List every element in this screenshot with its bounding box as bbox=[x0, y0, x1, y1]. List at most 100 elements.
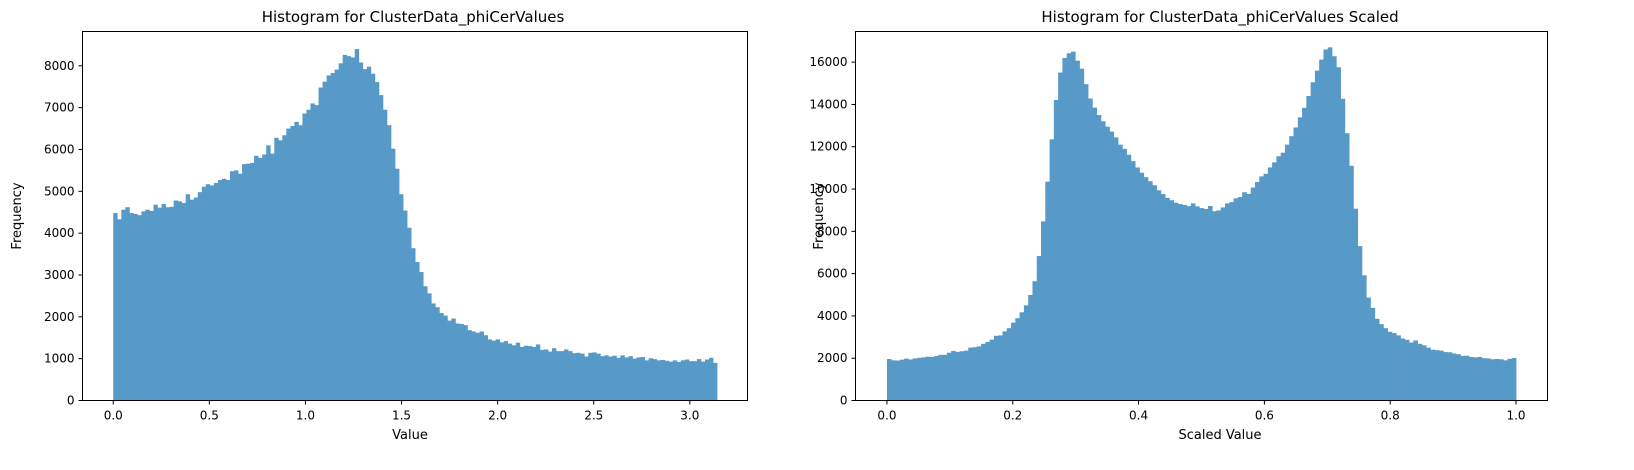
histogram-bar bbox=[921, 357, 926, 401]
x-tick-label: 0.0 bbox=[104, 409, 123, 423]
y-axis-label: Frequency bbox=[10, 182, 25, 249]
histogram-bar bbox=[580, 353, 585, 401]
histogram-bar bbox=[1237, 197, 1243, 401]
histogram-bar bbox=[1332, 56, 1337, 401]
histogram-bar bbox=[632, 358, 637, 401]
histogram-bar bbox=[419, 272, 424, 401]
histogram-bar bbox=[1468, 356, 1474, 401]
histogram-bar bbox=[483, 335, 488, 401]
histogram-bar bbox=[1207, 205, 1213, 401]
histogram-bar bbox=[1118, 144, 1123, 401]
histogram-bar bbox=[912, 358, 918, 401]
histogram-bar bbox=[1092, 107, 1098, 401]
y-tick-label: 5000 bbox=[44, 184, 75, 198]
histogram-bar bbox=[628, 356, 633, 401]
histogram-bar bbox=[596, 353, 601, 401]
histogram-bar bbox=[1293, 127, 1299, 401]
histogram-bar bbox=[527, 346, 533, 401]
histogram-bar bbox=[479, 331, 484, 401]
y-tick-label: 16000 bbox=[809, 55, 847, 69]
histogram-bar bbox=[1225, 203, 1230, 401]
histogram-bar bbox=[535, 344, 541, 401]
histogram-bar bbox=[1233, 198, 1239, 401]
y-tick-label: 0 bbox=[67, 394, 75, 408]
histogram-bar bbox=[1203, 208, 1209, 401]
histogram-bar bbox=[213, 182, 219, 401]
histogram-bar bbox=[1100, 121, 1106, 401]
histogram-bar bbox=[286, 128, 291, 401]
histogram-bar bbox=[145, 209, 150, 401]
histogram-bar bbox=[1344, 133, 1350, 401]
histogram-bar bbox=[1058, 72, 1063, 401]
histogram-bar bbox=[342, 54, 348, 401]
histogram-bar bbox=[1135, 167, 1140, 401]
histogram-bar bbox=[302, 113, 307, 401]
histogram-bar bbox=[1357, 246, 1363, 401]
histogram-bar bbox=[1349, 165, 1354, 401]
histogram-bar bbox=[1280, 152, 1286, 401]
histogram-bar bbox=[374, 82, 380, 401]
histogram-bar bbox=[1460, 355, 1466, 401]
histogram-bar bbox=[258, 157, 263, 401]
histogram-bar bbox=[539, 349, 545, 401]
histogram-bar bbox=[576, 352, 581, 401]
histogram-bar bbox=[161, 203, 166, 401]
histogram-bar bbox=[1165, 197, 1170, 401]
histogram-bar bbox=[463, 325, 468, 401]
histogram-bar bbox=[511, 345, 517, 401]
histogram-bar bbox=[656, 360, 662, 401]
histogram-bar bbox=[475, 332, 480, 401]
x-tick-label: 2.0 bbox=[488, 409, 507, 423]
histogram-bar bbox=[201, 186, 207, 401]
histogram-bar bbox=[668, 361, 674, 401]
histogram-bar bbox=[1083, 84, 1089, 401]
histogram-bar bbox=[1070, 51, 1076, 401]
bar-group bbox=[113, 49, 718, 401]
histogram-bar bbox=[282, 135, 287, 401]
histogram-bar bbox=[1160, 194, 1166, 401]
histogram-bar bbox=[1156, 190, 1162, 401]
histogram-bar bbox=[1486, 358, 1491, 401]
histogram-bar bbox=[604, 355, 609, 401]
histogram-bar bbox=[1361, 275, 1367, 401]
histogram-bar bbox=[688, 361, 694, 401]
histogram-bar bbox=[1323, 49, 1329, 401]
histogram-bar bbox=[443, 315, 448, 401]
histogram-bar bbox=[1028, 294, 1033, 401]
x-tick-label: 1.5 bbox=[392, 409, 411, 423]
histogram-bar bbox=[620, 355, 625, 401]
y-tick-label: 0 bbox=[840, 394, 848, 408]
histogram-bar bbox=[370, 73, 376, 401]
histogram-bar bbox=[1143, 177, 1149, 401]
histogram-bar bbox=[274, 137, 279, 401]
histogram-bar bbox=[942, 354, 948, 401]
histogram-bar bbox=[1289, 136, 1294, 401]
histogram-bar bbox=[451, 318, 456, 401]
histogram-bar bbox=[886, 359, 892, 401]
histogram-bar bbox=[322, 81, 327, 401]
histogram-bar bbox=[294, 121, 299, 401]
histogram-bar bbox=[1297, 117, 1303, 401]
y-tick-label: 12000 bbox=[809, 140, 847, 154]
histogram-bar bbox=[1353, 208, 1359, 401]
histogram-bar bbox=[415, 262, 420, 401]
histogram-bar bbox=[709, 357, 714, 401]
histogram-bar bbox=[1113, 137, 1119, 401]
histogram-bar bbox=[1006, 328, 1012, 401]
histogram-bar bbox=[572, 353, 577, 401]
histogram-bar bbox=[1177, 204, 1183, 401]
histogram-bar bbox=[1079, 68, 1085, 401]
histogram-bar bbox=[423, 286, 428, 401]
histogram-bar bbox=[382, 109, 388, 401]
histogram-bar bbox=[899, 359, 905, 401]
histogram-bar bbox=[1220, 207, 1226, 401]
histogram-bar bbox=[246, 163, 251, 401]
histogram-bar bbox=[354, 49, 360, 401]
histogram-bar bbox=[1169, 200, 1175, 401]
histogram-bar bbox=[403, 210, 408, 401]
histogram-bar bbox=[1494, 359, 1500, 401]
histogram-bar bbox=[684, 359, 690, 401]
histogram-bar bbox=[121, 209, 126, 401]
histogram-bar bbox=[1473, 357, 1478, 401]
